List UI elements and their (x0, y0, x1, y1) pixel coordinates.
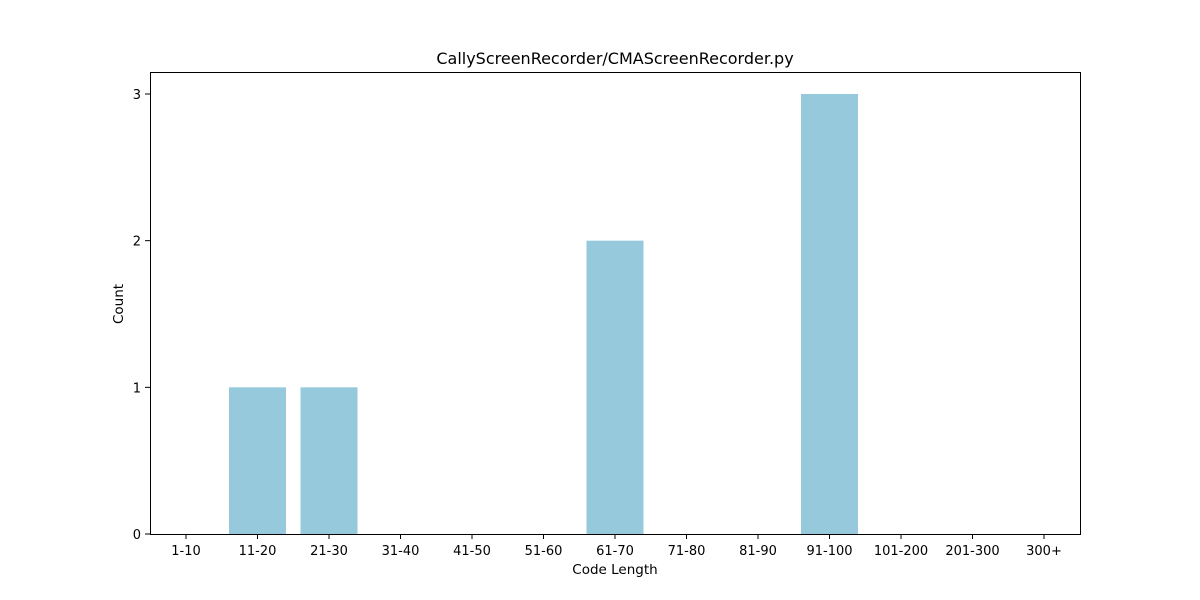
x-tick-label-31-40: 31-40 (382, 544, 420, 559)
bar-91-100 (801, 94, 858, 534)
bars-group (229, 94, 858, 535)
x-tick-label-11-20: 11-20 (239, 544, 277, 559)
x-tick-label-201-300: 201-300 (945, 544, 999, 559)
x-tick-label-91-100: 91-100 (806, 544, 852, 559)
x-tick-label-41-50: 41-50 (453, 544, 491, 559)
x-tick-label-1-10: 1-10 (171, 544, 201, 559)
x-tick-label-101-200: 101-200 (874, 544, 928, 559)
x-tick-label-61-70: 61-70 (596, 544, 634, 559)
y-tick-label-3: 3 (133, 88, 141, 103)
x-tick-label-21-30: 21-30 (310, 544, 348, 559)
bar-21-30 (300, 387, 358, 534)
y-ticks-group: 0 1 2 3 (133, 88, 150, 543)
plot-frame (150, 72, 1081, 535)
chart-title: CallyScreenRecorder/CMAScreenRecorder.py (436, 49, 793, 68)
x-tick-label-71-80: 71-80 (668, 544, 706, 559)
x-tick-label-300+: 300+ (1026, 544, 1062, 559)
bar-61-70 (586, 240, 644, 535)
y-axis-label: Count (111, 284, 127, 324)
x-axis-label: Code Length (572, 562, 657, 578)
bar-11-20 (229, 387, 286, 534)
x-ticks-group: 1-10 11-20 21-30 31-40 41-50 51-60 61-70 71-80 8… (171, 534, 1062, 559)
y-tick-label-2: 2 (133, 235, 141, 250)
y-tick-label-0: 0 (133, 528, 141, 543)
x-tick-label-81-90: 81-90 (739, 544, 777, 559)
x-tick-label-51-60: 51-60 (525, 544, 563, 559)
y-tick-label-1: 1 (133, 381, 141, 396)
